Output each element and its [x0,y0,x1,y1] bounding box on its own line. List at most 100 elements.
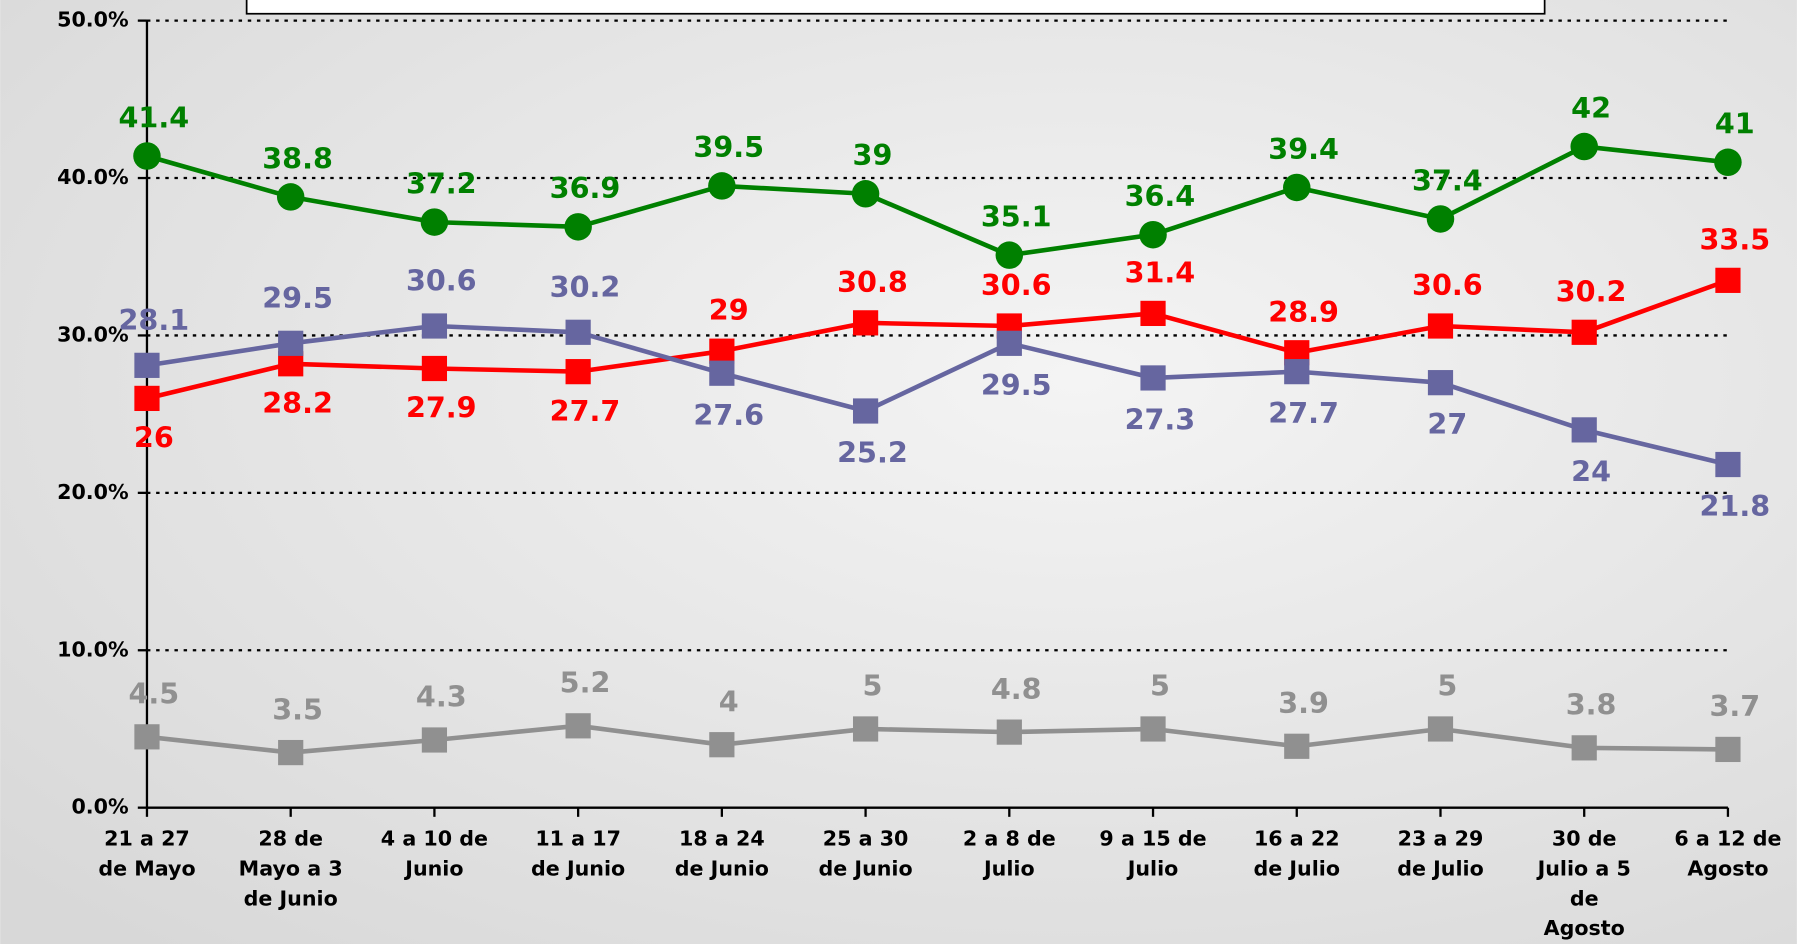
marker [852,398,879,424]
data-label: 24 [1571,454,1611,488]
data-label: 25.2 [837,436,908,470]
marker [1570,132,1598,161]
marker [1571,417,1597,443]
data-label: 4.8 [991,672,1042,706]
data-label: 42 [1571,91,1611,125]
data-label: 26 [134,421,174,455]
data-label: 39 [853,138,893,172]
series-line [146,278,1729,401]
marker [421,355,448,382]
marker [1140,300,1166,327]
marker [134,352,160,378]
marker [1284,359,1310,385]
y-tick-label: 20.0% [57,480,129,504]
data-label: 4.3 [416,680,467,714]
y-tick-label: 0.0% [71,795,128,819]
data-label: 37.4 [1412,163,1483,197]
x-tick-label: 25 a 30 de Junio [819,827,913,881]
x-tick-label: 30 de Julio a 5 de Agosto [1536,827,1631,940]
marker [278,330,304,356]
x-tick-label: 11 a 17 de Junio [531,827,625,881]
data-label: 4.5 [128,677,179,711]
series-line [146,323,1729,467]
marker [1426,205,1455,233]
data-label: 5 [1437,669,1457,703]
data-label: 27.3 [1125,402,1196,436]
data-label: 28.2 [262,386,333,420]
marker [564,213,592,241]
marker [133,142,161,170]
data-label: 36.4 [1125,179,1196,213]
data-label: 5 [1150,669,1170,703]
data-label: 21.8 [1699,489,1770,523]
data-label: 31.4 [1125,255,1196,289]
marker [1715,267,1741,293]
marker [420,208,449,236]
data-label: 30.6 [1412,268,1483,302]
data-label: 36.9 [550,171,621,205]
data-label: 39.4 [1268,132,1339,166]
marker [1571,319,1597,345]
data-label: 33.5 [1699,222,1770,256]
marker [278,739,304,766]
marker [852,310,879,336]
marker [995,241,1024,269]
x-tick-label: 6 a 12 de Agosto [1674,827,1781,881]
data-label: 5 [863,669,883,703]
x-tick-label: 21 a 27 de Mayo [98,827,195,881]
marker [851,180,880,208]
marker [421,313,448,339]
marker [1283,173,1311,202]
data-label: 30.6 [981,268,1052,302]
data-label: 41 [1715,107,1755,141]
data-label: 39.5 [693,130,764,164]
marker [996,330,1022,356]
data-label: 27 [1427,407,1467,441]
marker [1140,716,1166,742]
marker [276,183,305,211]
x-tick-label: 4 a 10 de Junio [381,827,488,881]
x-tick-label: 2 a 8 de Julio [963,827,1056,881]
x-tick-label: 28 de Mayo a 3 de Junio [239,827,343,911]
marker [709,338,735,364]
data-label: 30.2 [550,270,621,304]
marker [134,385,160,412]
legend-box [245,0,1546,15]
data-label: 30.8 [837,265,908,299]
y-tick-label: 30.0% [57,322,129,346]
data-label: 3.5 [272,692,323,726]
x-tick-label: 18 a 24 de Junio [675,827,769,881]
marker [134,724,160,750]
data-label: 27.6 [693,398,764,432]
data-label: 3.8 [1566,688,1617,722]
marker [565,319,591,345]
marker [1284,733,1310,759]
marker [1427,716,1454,742]
y-tick-label: 50.0% [57,8,129,32]
marker [1571,735,1597,761]
marker [709,732,735,758]
marker [1715,451,1741,478]
data-label: 35.1 [981,200,1052,234]
marker [1714,148,1742,177]
data-label: 29 [709,293,749,327]
series-line [146,723,1728,755]
data-label: 27.7 [1268,396,1339,430]
data-label: 30.6 [406,263,477,297]
data-label: 3.7 [1709,689,1760,723]
marker [709,360,735,386]
marker [565,713,591,739]
marker [565,359,591,385]
marker [996,719,1022,745]
data-label: 27.7 [550,394,621,428]
marker [1139,220,1167,249]
marker [852,716,879,742]
data-label: 28.9 [1268,295,1339,329]
data-label: 3.9 [1278,686,1329,720]
y-tick-label: 40.0% [57,165,129,189]
data-label: 38.8 [262,141,333,175]
marker [1427,313,1454,339]
